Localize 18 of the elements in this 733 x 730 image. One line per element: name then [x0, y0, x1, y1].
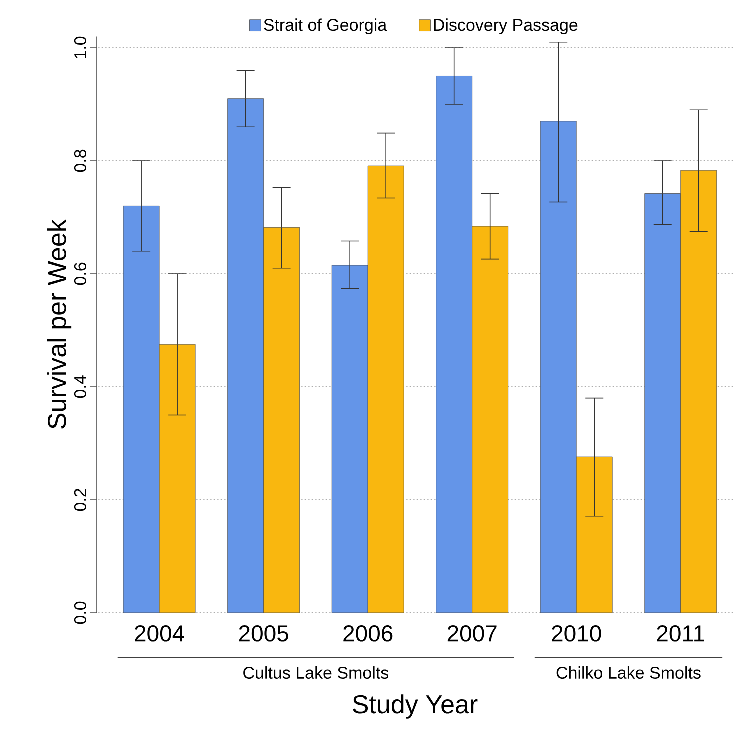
x-axis-title: Study Year	[353, 694, 478, 719]
x-tick-label: 2010	[552, 626, 602, 642]
x-tick-label: 2011	[657, 626, 704, 642]
y-tick-label: 0.6	[74, 262, 86, 286]
x-tick-label: 2005	[239, 626, 288, 642]
text: Cultus Lake Smolts	[244, 666, 389, 680]
text: Chilko Lake Smolts	[556, 666, 701, 680]
y-tick-label: 0.8	[74, 150, 86, 172]
legend-label: Strait of Georgia	[264, 18, 388, 35]
y-tick-label: 0.4	[74, 376, 86, 398]
y-tick-label: 1.0	[74, 36, 86, 59]
x-tick-label: 2007	[448, 626, 497, 642]
y-tick-label: 0.0	[74, 602, 86, 624]
y-axis-title: Survival per Week	[47, 220, 72, 429]
y-tick-label: 0.2	[74, 489, 86, 512]
legend-label: Discovery Passage	[434, 18, 578, 35]
x-tick-label: 2004	[135, 626, 184, 642]
x-tick-label: 2006	[344, 626, 393, 642]
